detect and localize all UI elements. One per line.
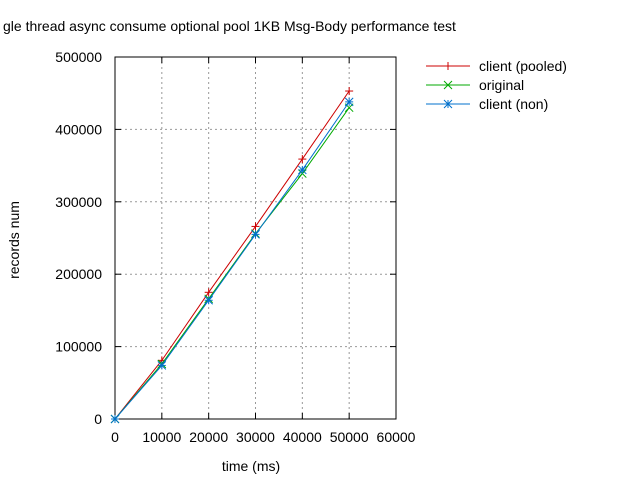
data-point (345, 87, 354, 96)
x-tick-label: 20000 (189, 429, 228, 445)
legend-label: original (479, 77, 524, 93)
x-tick-label: 0 (111, 429, 119, 445)
y-tick-label: 300000 (55, 194, 102, 210)
legend: client (pooled) original client (non) (426, 58, 567, 112)
grid (115, 57, 396, 419)
y-tick-label: 0 (94, 411, 102, 427)
series-cross (110, 103, 354, 424)
legend-marker (443, 99, 453, 109)
y-axis-label: records num (6, 201, 22, 279)
y-tick-label: 100000 (55, 339, 102, 355)
data-point (110, 414, 120, 424)
series-line (114, 90, 350, 420)
series-plus (111, 87, 354, 423)
chart-title: gle thread async consume optional pool 1… (3, 18, 456, 34)
data-point (157, 361, 167, 370)
data-point (204, 288, 213, 297)
data-point (298, 155, 307, 164)
legend-item: client (pooled) (426, 58, 567, 74)
data-point (251, 222, 260, 231)
x-tick-label: 40000 (283, 429, 322, 445)
series-star (110, 97, 354, 424)
legend-label: client (non) (479, 96, 548, 112)
data-point (297, 165, 307, 175)
x-tick-label: 50000 (330, 429, 369, 445)
legend-marker (443, 80, 453, 90)
y-tick-label: 400000 (55, 121, 102, 137)
series-line (114, 107, 350, 420)
y-tick-label: 500000 (55, 49, 102, 65)
series-line (114, 101, 350, 420)
x-tick-label: 10000 (142, 429, 181, 445)
x-axis-label: time (ms) (222, 458, 280, 474)
legend-item: original (426, 77, 524, 93)
legend-marker (444, 62, 452, 70)
data-point (344, 97, 354, 107)
data-point (204, 295, 214, 305)
legend-item: client (non) (426, 96, 548, 112)
y-tick-label: 200000 (55, 266, 102, 282)
data-point (251, 230, 260, 239)
axis-ticks: 0 10000 20000 30000 40000 50000 60000 0 100000 20… (55, 49, 415, 445)
x-tick-label: 60000 (377, 429, 416, 445)
x-tick-label: 30000 (236, 429, 275, 445)
series-group (110, 87, 354, 424)
legend-label: client (pooled) (479, 58, 567, 74)
